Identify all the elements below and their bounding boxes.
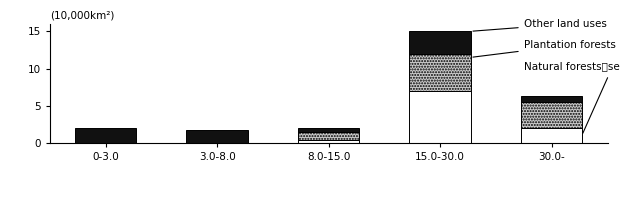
- Bar: [521, 128, 582, 143]
- Bar: [521, 96, 582, 102]
- Bar: [521, 102, 582, 128]
- Bar: [409, 31, 471, 54]
- Bar: [298, 139, 359, 143]
- Bar: [409, 54, 471, 91]
- Bar: [298, 132, 359, 139]
- Bar: [298, 128, 359, 132]
- Text: (10,000km²): (10,000km²): [50, 10, 114, 20]
- Text: Plantation forests: Plantation forests: [473, 40, 616, 57]
- Bar: [409, 91, 471, 143]
- Text: Other land uses: Other land uses: [473, 19, 606, 31]
- Bar: [187, 130, 248, 143]
- Text: Natural forests・secondary forests: Natural forests・secondary forests: [524, 62, 620, 133]
- Bar: [75, 128, 136, 143]
